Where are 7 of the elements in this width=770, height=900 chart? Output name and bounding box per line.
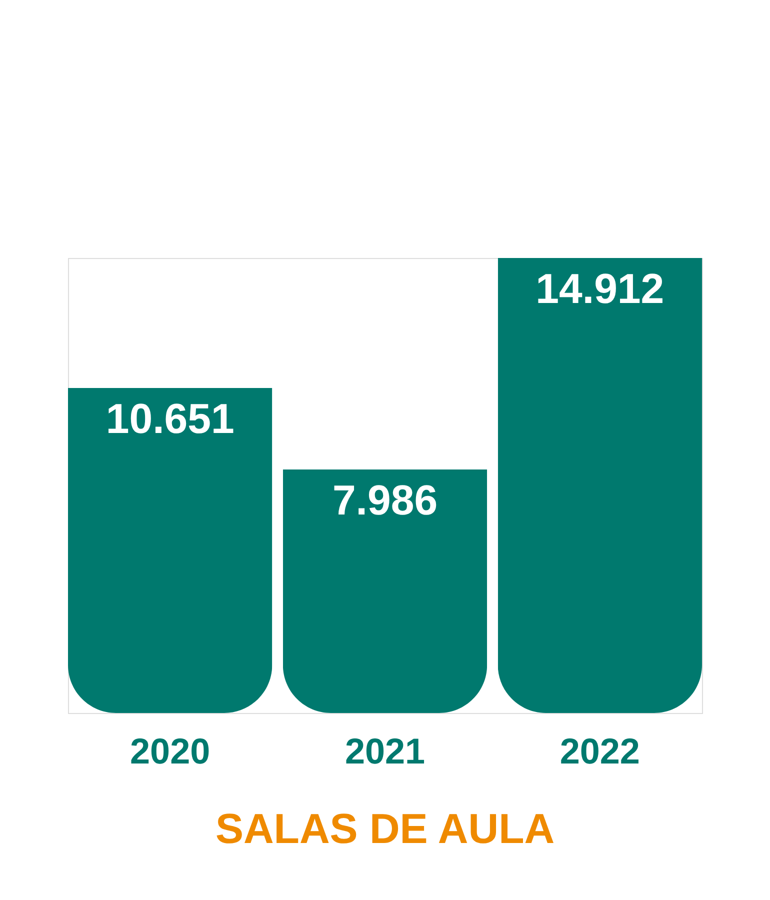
- x-tick-label: 2021: [344, 730, 426, 772]
- data-label: 10.651: [106, 395, 234, 442]
- data-label: 14.912: [536, 265, 664, 312]
- data-label: 7.986: [332, 476, 438, 524]
- x-tick-label: 2020: [130, 730, 210, 772]
- text: SALAS DE AULA: [215, 805, 555, 852]
- x-tick-label: 2022: [560, 730, 640, 772]
